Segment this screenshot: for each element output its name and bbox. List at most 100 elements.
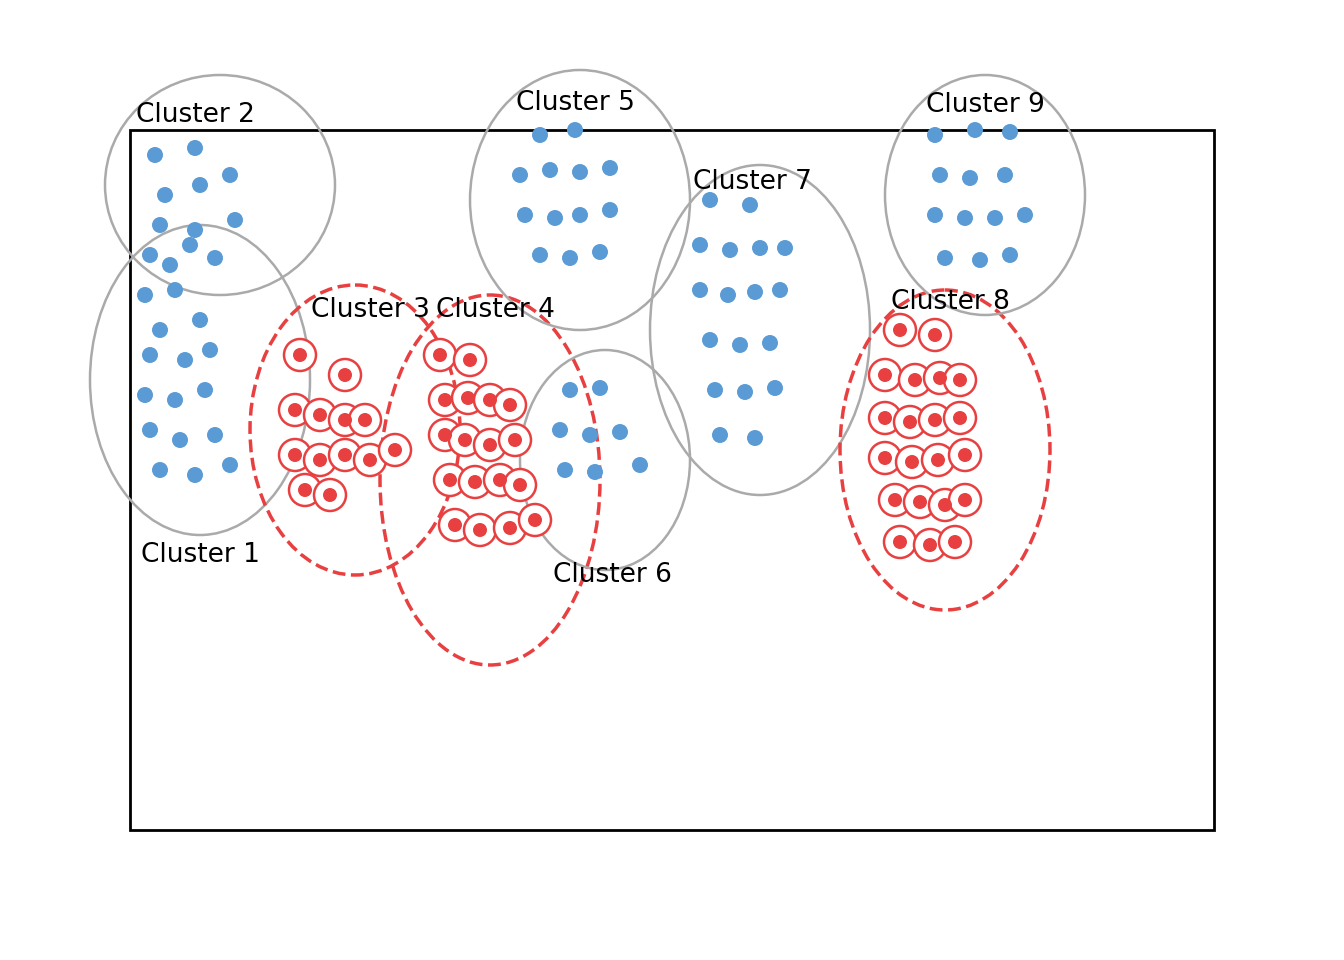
Circle shape: [434, 464, 466, 496]
Circle shape: [878, 368, 892, 382]
Circle shape: [337, 448, 352, 462]
Circle shape: [388, 443, 402, 457]
Circle shape: [284, 339, 316, 371]
Circle shape: [462, 353, 477, 367]
Circle shape: [953, 373, 966, 387]
Circle shape: [207, 427, 223, 443]
Circle shape: [192, 177, 208, 193]
Circle shape: [329, 439, 362, 471]
Circle shape: [747, 284, 763, 300]
Circle shape: [909, 373, 922, 387]
Circle shape: [879, 484, 911, 516]
Circle shape: [517, 207, 534, 223]
Circle shape: [439, 509, 470, 541]
Circle shape: [962, 170, 978, 186]
Circle shape: [495, 512, 526, 544]
Circle shape: [137, 287, 153, 303]
Circle shape: [892, 535, 907, 549]
Circle shape: [966, 122, 982, 138]
Circle shape: [508, 433, 521, 447]
Circle shape: [986, 210, 1003, 226]
Circle shape: [495, 389, 526, 421]
Circle shape: [742, 197, 758, 213]
Circle shape: [353, 444, 386, 476]
Circle shape: [177, 352, 194, 368]
Circle shape: [931, 453, 945, 467]
Circle shape: [919, 319, 952, 351]
Circle shape: [429, 384, 461, 416]
Circle shape: [337, 368, 352, 382]
Circle shape: [473, 523, 487, 537]
Circle shape: [460, 466, 491, 498]
Circle shape: [771, 282, 788, 298]
Circle shape: [187, 140, 203, 156]
Circle shape: [925, 362, 956, 394]
Circle shape: [433, 348, 448, 362]
Circle shape: [737, 384, 753, 400]
Circle shape: [379, 434, 411, 466]
Text: Cluster 1: Cluster 1: [141, 542, 259, 568]
Circle shape: [933, 371, 948, 385]
Circle shape: [547, 210, 563, 226]
Circle shape: [931, 167, 948, 183]
Circle shape: [562, 250, 578, 266]
Circle shape: [949, 439, 981, 471]
Circle shape: [187, 222, 203, 238]
Circle shape: [884, 314, 917, 346]
Circle shape: [899, 364, 931, 396]
Circle shape: [137, 387, 153, 403]
Circle shape: [532, 247, 548, 263]
Text: Cluster 9: Cluster 9: [926, 92, 1044, 118]
Circle shape: [958, 493, 972, 507]
Circle shape: [552, 422, 569, 438]
Circle shape: [573, 164, 589, 180]
Circle shape: [562, 382, 578, 398]
Circle shape: [587, 464, 603, 480]
Circle shape: [707, 382, 723, 398]
Circle shape: [167, 282, 183, 298]
Circle shape: [948, 535, 962, 549]
Circle shape: [747, 430, 763, 446]
Circle shape: [602, 202, 618, 218]
Circle shape: [914, 529, 946, 561]
Circle shape: [927, 413, 942, 427]
Circle shape: [927, 127, 943, 143]
Circle shape: [152, 217, 168, 233]
Text: Cluster 2: Cluster 2: [136, 102, 254, 128]
Circle shape: [927, 328, 942, 342]
Circle shape: [612, 424, 628, 440]
Circle shape: [953, 411, 966, 425]
Circle shape: [454, 344, 487, 376]
Circle shape: [888, 493, 902, 507]
Circle shape: [288, 448, 302, 462]
Circle shape: [187, 467, 203, 483]
Circle shape: [142, 422, 159, 438]
Circle shape: [461, 391, 474, 405]
Circle shape: [198, 382, 212, 398]
Circle shape: [591, 244, 607, 260]
Circle shape: [202, 342, 218, 358]
Circle shape: [929, 489, 961, 521]
Circle shape: [702, 192, 718, 208]
Circle shape: [905, 486, 935, 518]
Circle shape: [894, 406, 926, 438]
Circle shape: [358, 413, 372, 427]
Circle shape: [227, 212, 243, 228]
Circle shape: [567, 122, 583, 138]
Circle shape: [181, 237, 198, 253]
Circle shape: [304, 444, 336, 476]
Circle shape: [938, 498, 952, 512]
Circle shape: [482, 438, 497, 452]
Circle shape: [556, 462, 573, 478]
Circle shape: [313, 408, 327, 422]
Circle shape: [939, 526, 970, 558]
Circle shape: [927, 207, 943, 223]
Text: Cluster 3: Cluster 3: [310, 297, 430, 323]
Circle shape: [512, 167, 528, 183]
Circle shape: [146, 147, 163, 163]
Circle shape: [313, 453, 327, 467]
Circle shape: [444, 473, 457, 487]
Circle shape: [449, 424, 481, 456]
Circle shape: [142, 247, 159, 263]
Circle shape: [919, 404, 952, 436]
